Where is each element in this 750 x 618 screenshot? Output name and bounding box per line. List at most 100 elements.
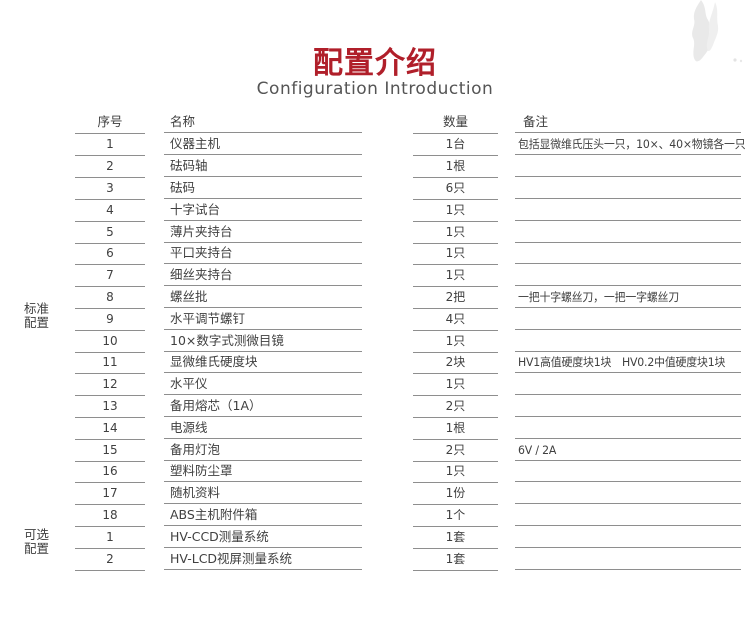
table-cell-remark: 包括显微维氏压头一只，10×、40×物镜各一只 [515,133,746,156]
table-cell-no: 2 [75,155,145,179]
table-cell-qty: 2只 [413,439,498,462]
table-cell-no: 12 [75,373,145,397]
table-cell-name: ABS主机附件箱 [164,504,362,526]
table-cell-no: 6 [75,242,145,266]
table-cell-qty: 1套 [413,526,498,549]
table-cell-qty: 6只 [413,177,498,200]
table-cell-name: 十字试台 [164,199,362,221]
page-title: 配置介绍 [313,46,437,81]
table-row: 11 显微维氏硬度块 2块 HV1高值硬度块1块 HV0.2中值硬度块1块 [0,351,750,375]
table-cell-no: 13 [75,395,145,418]
table-cell-no: 11 [75,351,145,375]
table-cell-qty: 4只 [413,308,498,331]
table-cell-qty: 1只 [413,242,498,266]
table-cell-qty: 1台 [413,133,498,157]
table-header-qty: 数量 [413,111,498,134]
table-cell-no: 3 [75,177,145,200]
table-cell-name: 仪器主机 [164,133,362,156]
table-cell-name: 备用灯泡 [164,439,362,461]
table-cell-remark [515,417,741,439]
table-row: 7 细丝夹持台 1只 [0,264,750,288]
table-cell-no: 1 [75,133,145,157]
table-cell-remark [515,460,741,483]
table-cell-qty: 1只 [413,330,498,353]
table-cell-remark [515,264,741,287]
table-cell-remark [515,526,741,548]
table-cell-name: 电源线 [164,417,362,439]
table-row: 2 HV-LCD视屏测量系统 1套 [0,548,750,571]
table-cell-no: 14 [75,417,145,440]
table-cell-name: 砝码 [164,177,362,199]
table-cell-remark [515,330,741,352]
table-cell-name: 10×数字式测微目镜 [164,330,362,352]
table-cell-qty: 2把 [413,286,498,309]
table-cell-qty: 1只 [413,264,498,288]
table-row: 14 电源线 1根 [0,417,750,440]
table-cell-no: 8 [75,286,145,309]
table-cell-no: 1 [75,526,145,549]
table-cell-remark [515,395,741,417]
table-cell-name: 水平仪 [164,373,362,396]
table-cell-name: 随机资料 [164,482,362,505]
table-cell-no: 18 [75,504,145,527]
table-row: 5 薄片夹持台 1只 [0,221,750,244]
table-cell-name: 备用熔芯（1A） [164,395,362,417]
table-cell-name: 平口夹持台 [164,242,362,265]
table-cell-name: 显微维氏硬度块 [164,351,362,374]
table-row: 16 塑料防尘罩 1只 [0,460,750,484]
table-cell-qty: 1份 [413,482,498,506]
table-cell-remark [515,504,741,526]
table-cell-remark: 一把十字螺丝刀，一把一字螺丝刀 [515,286,741,308]
table-header-name: 名称 [164,111,362,133]
group-label-optional: 可选 配置 [24,527,50,556]
table-row: 17 随机资料 1份 [0,482,750,506]
table-cell-qty: 2块 [413,351,498,375]
table-row: 4 十字试台 1只 [0,199,750,222]
table-cell-no: 17 [75,482,145,506]
table-cell-no: 2 [75,548,145,571]
table-cell-qty: 2只 [413,395,498,418]
table-cell-qty: 1个 [413,504,498,527]
table-row: 15 备用灯泡 2只 6V / 2A [0,439,750,462]
table-cell-remark: HV1高值硬度块1块 HV0.2中值硬度块1块 [515,351,741,374]
table-row: 10 10×数字式测微目镜 1只 [0,330,750,353]
table-cell-no: 7 [75,264,145,288]
table-row: 1 HV-CCD测量系统 1套 [0,526,750,549]
table-row: 3 砝码 6只 [0,177,750,200]
table-cell-no: 5 [75,221,145,244]
table-cell-remark [515,177,741,199]
table-row: 1 仪器主机 1台 包括显微维氏压头一只，10×、40×物镜各一只 [0,133,750,157]
table-cell-no: 9 [75,308,145,331]
table-cell-remark [515,373,741,396]
table-cell-remark [515,242,741,265]
table-row: 8 螺丝批 2把 一把十字螺丝刀，一把一字螺丝刀 [0,286,750,309]
table-row: 9 水平调节螺钉 4只 [0,308,750,331]
table-cell-no: 15 [75,439,145,462]
table-header-remark: 备注 [515,111,741,133]
table-header-row: 序号 名称 数量 备注 [0,111,750,134]
table-cell-remark [515,221,741,243]
table-cell-remark: 6V / 2A [515,439,741,461]
table-cell-remark [515,199,741,221]
table-cell-qty: 1套 [413,548,498,571]
table-cell-name: HV-CCD测量系统 [164,526,362,548]
page-subtitle: Configuration Introduction [256,79,494,99]
table-cell-remark [515,548,741,570]
table-cell-no: 16 [75,460,145,484]
table-cell-remark [515,155,741,178]
table-cell-qty: 1根 [413,155,498,179]
table-cell-name: 砝码轴 [164,155,362,178]
table-row: 6 平口夹持台 1只 [0,242,750,266]
table-cell-name: 塑料防尘罩 [164,460,362,483]
table-cell-name: 薄片夹持台 [164,221,362,243]
table-header-no: 序号 [75,111,145,134]
table-row: 18 ABS主机附件箱 1个 [0,504,750,527]
table-cell-qty: 1只 [413,460,498,484]
table-cell-qty: 1只 [413,373,498,397]
table-cell-qty: 1根 [413,417,498,440]
table-cell-qty: 1只 [413,199,498,222]
table-cell-name: 螺丝批 [164,286,362,308]
table-cell-remark [515,482,741,505]
table-cell-qty: 1只 [413,221,498,244]
